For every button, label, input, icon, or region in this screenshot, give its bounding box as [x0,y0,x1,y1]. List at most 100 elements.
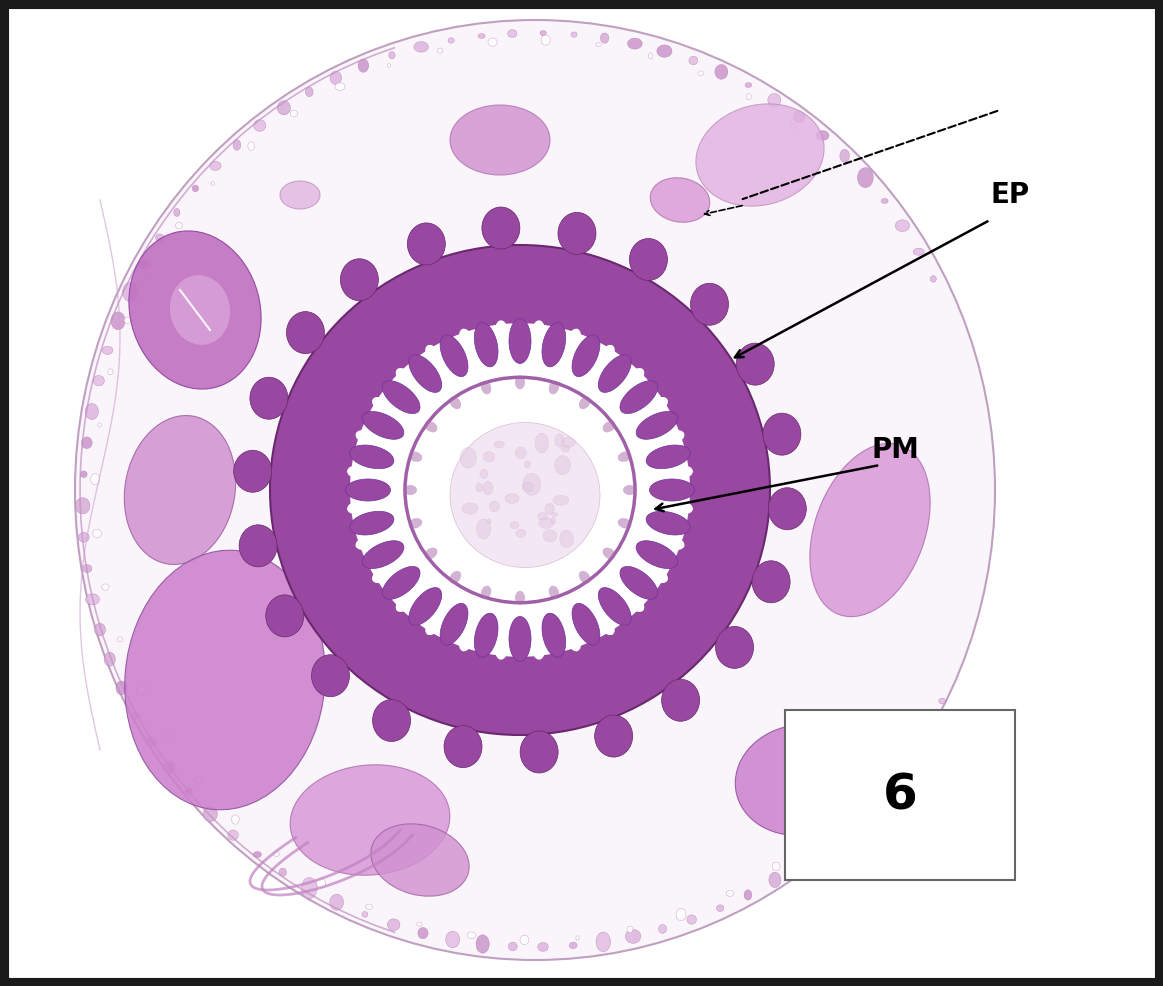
Ellipse shape [668,537,685,550]
Ellipse shape [542,322,565,367]
Ellipse shape [480,586,491,599]
Ellipse shape [316,879,326,887]
Ellipse shape [629,368,644,384]
Ellipse shape [461,448,477,468]
Ellipse shape [886,774,897,784]
Ellipse shape [450,396,461,409]
Ellipse shape [620,566,658,599]
Ellipse shape [930,276,936,282]
Ellipse shape [668,430,685,443]
Ellipse shape [913,248,925,255]
Ellipse shape [601,345,615,361]
Ellipse shape [372,397,388,411]
Ellipse shape [91,473,100,485]
Ellipse shape [698,71,704,76]
Ellipse shape [450,571,461,584]
Ellipse shape [887,751,896,757]
Ellipse shape [647,445,691,468]
Ellipse shape [131,713,140,719]
Ellipse shape [551,518,556,524]
Ellipse shape [523,473,541,495]
Ellipse shape [623,485,637,495]
Ellipse shape [576,936,579,940]
Ellipse shape [815,831,822,837]
Ellipse shape [248,142,255,150]
Ellipse shape [651,397,668,411]
Ellipse shape [266,595,304,637]
Ellipse shape [595,42,601,46]
Ellipse shape [372,569,388,583]
Ellipse shape [306,87,313,97]
Ellipse shape [505,494,519,503]
Ellipse shape [173,208,180,216]
Ellipse shape [129,231,262,389]
Text: 6: 6 [883,771,918,819]
Ellipse shape [484,452,494,461]
Ellipse shape [602,547,615,559]
Ellipse shape [636,411,678,440]
Ellipse shape [571,32,577,37]
Ellipse shape [395,368,411,384]
Ellipse shape [83,565,92,573]
Ellipse shape [330,894,343,910]
Ellipse shape [735,725,865,835]
Ellipse shape [726,890,734,896]
Ellipse shape [122,282,138,302]
Ellipse shape [515,376,525,389]
Ellipse shape [437,48,443,53]
Text: PM: PM [871,436,919,464]
Ellipse shape [102,346,113,355]
Ellipse shape [809,444,930,616]
Ellipse shape [769,488,806,529]
Ellipse shape [440,335,468,377]
Ellipse shape [618,518,632,528]
Ellipse shape [818,838,833,851]
Ellipse shape [632,535,728,645]
Ellipse shape [840,149,849,163]
Ellipse shape [350,323,690,657]
Ellipse shape [459,634,472,652]
Ellipse shape [772,862,780,871]
Ellipse shape [602,421,615,433]
Ellipse shape [270,245,770,735]
Ellipse shape [747,94,751,100]
Ellipse shape [387,63,391,67]
Ellipse shape [520,731,558,773]
Ellipse shape [520,935,529,945]
Ellipse shape [509,522,519,528]
Ellipse shape [192,185,199,191]
Ellipse shape [78,532,90,542]
Ellipse shape [537,513,548,520]
Ellipse shape [555,434,564,447]
Ellipse shape [378,362,422,398]
Ellipse shape [494,441,505,448]
Ellipse shape [490,501,499,512]
Ellipse shape [395,597,411,612]
Ellipse shape [290,765,450,876]
Ellipse shape [919,718,935,740]
Ellipse shape [240,525,277,567]
Ellipse shape [459,328,472,346]
Ellipse shape [509,616,531,662]
Ellipse shape [555,456,571,474]
Ellipse shape [594,715,633,757]
Ellipse shape [362,540,404,569]
Ellipse shape [715,64,728,79]
Ellipse shape [481,207,520,249]
Ellipse shape [649,479,694,501]
Ellipse shape [792,123,795,128]
Ellipse shape [98,423,101,427]
Ellipse shape [487,519,491,524]
Ellipse shape [648,53,652,59]
Ellipse shape [544,504,555,515]
Ellipse shape [424,547,437,559]
Ellipse shape [312,655,350,697]
Ellipse shape [408,452,422,461]
Ellipse shape [716,905,723,911]
Ellipse shape [658,925,666,934]
Ellipse shape [579,396,591,409]
Ellipse shape [509,318,531,364]
Ellipse shape [424,421,437,433]
Ellipse shape [736,343,775,386]
Ellipse shape [687,915,697,924]
